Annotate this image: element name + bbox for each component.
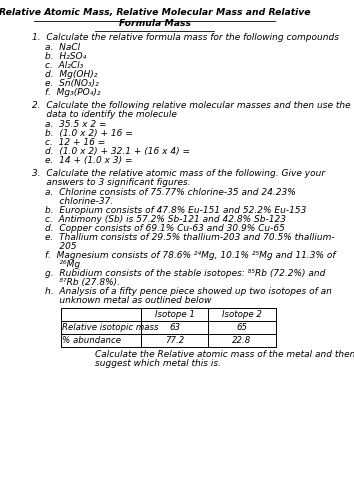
Text: 63: 63 <box>169 323 181 332</box>
Text: f.  Mg₃(PO₄)₂: f. Mg₃(PO₄)₂ <box>45 88 101 97</box>
Text: 1.  Calculate the relative formula mass for the following compounds: 1. Calculate the relative formula mass f… <box>33 33 339 42</box>
Text: c.  12 + 16 =: c. 12 + 16 = <box>45 138 106 147</box>
Text: unknown metal as outlined below: unknown metal as outlined below <box>45 296 212 305</box>
Text: Isotope 2: Isotope 2 <box>222 310 262 319</box>
Text: a.  Chlorine consists of 75.77% chlorine-35 and 24.23%: a. Chlorine consists of 75.77% chlorine-… <box>45 188 296 197</box>
Text: e.  Thallium consists of 29.5% thallium-203 and 70.5% thallium-: e. Thallium consists of 29.5% thallium-2… <box>45 233 335 242</box>
Text: g.  Rubidium consists of the stable isotopes: ⁸⁵Rb (72.2%) and: g. Rubidium consists of the stable isoto… <box>45 269 326 278</box>
Text: 3.  Calculate the relative atomic mass of the following. Give your: 3. Calculate the relative atomic mass of… <box>33 169 326 178</box>
Text: chlorine-37.: chlorine-37. <box>45 197 114 206</box>
Text: 77.2: 77.2 <box>165 336 184 345</box>
Text: answers to 3 significant figures.: answers to 3 significant figures. <box>33 178 191 187</box>
Text: b.  H₂SO₄: b. H₂SO₄ <box>45 52 87 61</box>
Text: c.  Al₂Cl₃: c. Al₂Cl₃ <box>45 61 84 70</box>
Text: h.  Analysis of a fifty pence piece showed up two isotopes of an: h. Analysis of a fifty pence piece showe… <box>45 287 332 296</box>
Text: Relative isotopic mass: Relative isotopic mass <box>62 323 159 332</box>
Text: 65: 65 <box>236 323 247 332</box>
Text: data to identify the molecule: data to identify the molecule <box>33 110 177 119</box>
Text: Formula Mass: Formula Mass <box>119 19 190 28</box>
Text: a.  35.5 x 2 =: a. 35.5 x 2 = <box>45 120 107 129</box>
Text: 2.  Calculate the following relative molecular masses and then use the: 2. Calculate the following relative mole… <box>33 101 351 110</box>
Text: a.  NaCl: a. NaCl <box>45 43 81 52</box>
Text: f.  Magnesium consists of 78.6% ²⁴Mg, 10.1% ²⁵Mg and 11.3% of: f. Magnesium consists of 78.6% ²⁴Mg, 10.… <box>45 251 336 260</box>
Text: d.  (1.0 x 2) + 32.1 + (16 x 4) =: d. (1.0 x 2) + 32.1 + (16 x 4) = <box>45 147 190 156</box>
Text: e.  Sn(NO₃)₂: e. Sn(NO₃)₂ <box>45 79 99 88</box>
Text: ⁸⁷Rb (27.8%).: ⁸⁷Rb (27.8%). <box>45 278 120 287</box>
Text: 205: 205 <box>45 242 77 251</box>
Text: Relative Atomic Mass, Relative Molecular Mass and Relative: Relative Atomic Mass, Relative Molecular… <box>0 8 310 17</box>
Text: Calculate the Relative atomic mass of the metal and then: Calculate the Relative atomic mass of th… <box>95 350 354 359</box>
Text: b.  (1.0 x 2) + 16 =: b. (1.0 x 2) + 16 = <box>45 129 133 138</box>
Text: Isotope 1: Isotope 1 <box>155 310 195 319</box>
Text: suggest which metal this is.: suggest which metal this is. <box>95 359 221 368</box>
Text: 22.8: 22.8 <box>233 336 252 345</box>
Text: d.  Copper consists of 69.1% Cu-63 and 30.9% Cu-65: d. Copper consists of 69.1% Cu-63 and 30… <box>45 224 285 233</box>
Text: d.  Mg(OH)₂: d. Mg(OH)₂ <box>45 70 98 79</box>
Text: e.  14 + (1.0 x 3) =: e. 14 + (1.0 x 3) = <box>45 156 133 165</box>
Text: b.  Europium consists of 47.8% Eu-151 and 52.2% Eu-153: b. Europium consists of 47.8% Eu-151 and… <box>45 206 307 215</box>
Text: % abundance: % abundance <box>62 336 121 345</box>
Text: c.  Antimony (Sb) is 57.2% Sb-121 and 42.8% Sb-123: c. Antimony (Sb) is 57.2% Sb-121 and 42.… <box>45 215 286 224</box>
Text: ²⁶Mg: ²⁶Mg <box>45 260 81 269</box>
